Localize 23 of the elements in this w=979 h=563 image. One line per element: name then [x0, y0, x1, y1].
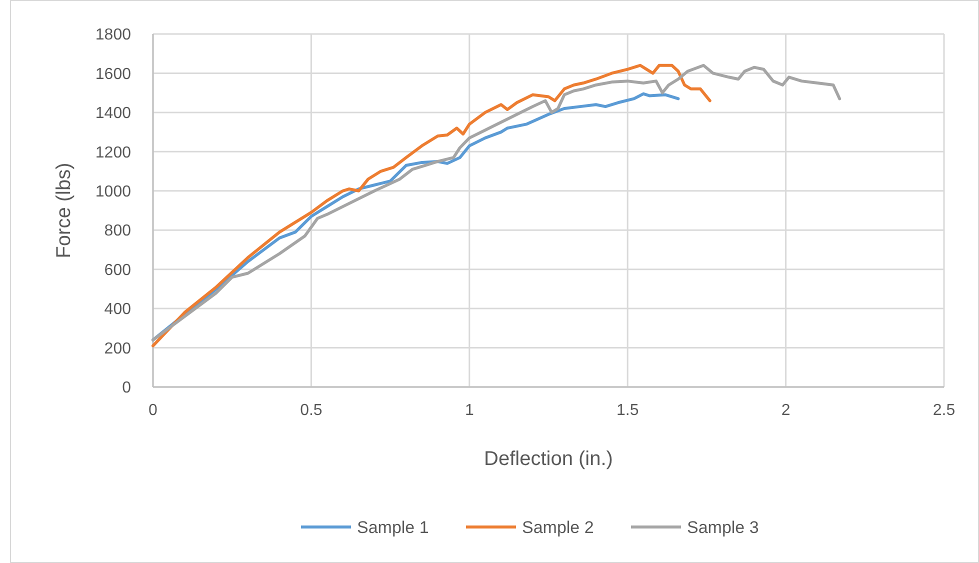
legend-label: Sample 2 — [522, 518, 594, 537]
y-axis-title: Force (lbs) — [53, 162, 75, 258]
line-series — [152, 64, 842, 342]
y-tick-label: 600 — [104, 262, 132, 279]
legend-label: Sample 1 — [357, 518, 429, 537]
y-tick-label: 200 — [104, 340, 132, 358]
x-tick-label: 2.5 — [932, 402, 956, 419]
x-tick-label: 0.5 — [300, 402, 322, 419]
y-tick-label: 1600 — [95, 66, 132, 83]
y-tick-label: 1800 — [95, 26, 132, 44]
y-tick-label: 800 — [104, 222, 132, 240]
line-series — [152, 64, 712, 348]
legend-label: Sample 3 — [687, 518, 759, 537]
x-tick-label: 1 — [464, 402, 474, 419]
x-tick-label: 2 — [781, 402, 790, 419]
y-tick-label: 1000 — [95, 183, 132, 200]
y-tick-label: 1400 — [95, 105, 132, 122]
x-axis-title: Deflection (in.) — [484, 448, 613, 470]
x-tick-label: 1.5 — [616, 402, 639, 419]
y-tick-label: 1200 — [95, 144, 132, 162]
x-tick-label: 0 — [148, 402, 158, 419]
y-tick-label: 0 — [122, 380, 132, 397]
y-tick-label: 400 — [104, 301, 132, 318]
